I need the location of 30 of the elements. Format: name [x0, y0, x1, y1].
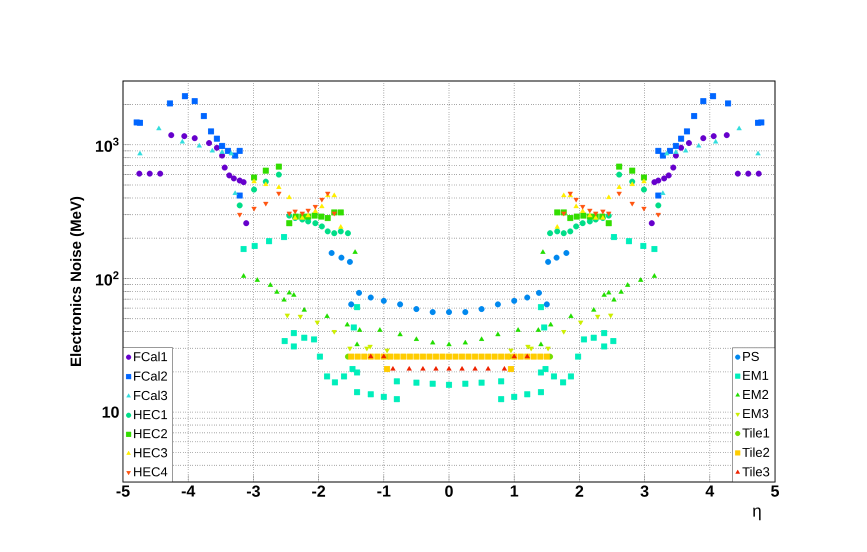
- legend-label: HEC4: [134, 467, 168, 476]
- legend-label: Tile1: [742, 428, 770, 438]
- x-tick-label: -2: [312, 486, 326, 497]
- legend-label: EM1: [743, 370, 768, 380]
- x-tick-label: -3: [246, 486, 260, 497]
- x-tick-label: 0: [445, 486, 453, 497]
- x-tick-label: -1: [377, 486, 390, 497]
- legend-label: HEC1: [134, 410, 168, 420]
- x-tick-label: 5: [771, 486, 780, 497]
- x-tick-label: -5: [116, 486, 130, 497]
- legend-label: EM3: [743, 408, 768, 418]
- legend-label: PS: [743, 352, 759, 362]
- legend-label: Tile2: [742, 447, 770, 458]
- x-axis-title: η: [753, 508, 761, 520]
- legend-label: FCal3: [134, 390, 168, 400]
- x-tick-label: 2: [576, 486, 584, 497]
- legend-label: Tile3: [742, 466, 770, 476]
- x-tick-label: -4: [182, 486, 196, 497]
- x-tick-label: 3: [640, 486, 648, 497]
- y-tick-label: 10: [102, 406, 119, 418]
- x-tick-label: 1: [510, 486, 518, 497]
- legend-label: HEC3: [134, 448, 168, 458]
- legend-label: FCal2: [134, 371, 168, 381]
- y-tick-label: 10$^{3}$: [96, 138, 119, 152]
- legend-label: FCal1: [134, 352, 168, 362]
- y-axis-title: Electronics Noise (MeV): [70, 196, 84, 366]
- y-tick-label: 10$^{2}$: [96, 271, 119, 286]
- legend-label: HEC2: [134, 429, 168, 438]
- legend-label: EM2: [743, 390, 768, 399]
- x-tick-label: 4: [706, 486, 714, 497]
